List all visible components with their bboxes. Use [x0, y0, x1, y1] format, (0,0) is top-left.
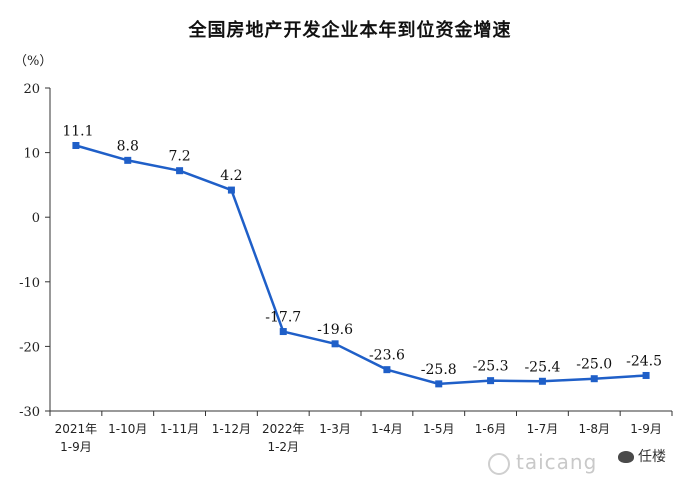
y-tick-label: 20	[23, 82, 40, 97]
x-tick-label: 1-3月	[319, 422, 351, 436]
y-tick-label: 0	[32, 211, 40, 226]
data-label: -23.6	[369, 348, 405, 364]
data-point	[72, 141, 80, 149]
data-label: -25.3	[473, 359, 509, 375]
x-tick-label: 1-4月	[371, 422, 403, 436]
data-point	[642, 371, 650, 379]
data-point	[383, 366, 391, 374]
data-point	[331, 340, 339, 348]
x-tick-label: 1-5月	[423, 422, 455, 436]
data-point	[435, 380, 443, 388]
data-point	[176, 167, 184, 175]
x-tick-label: 1-6月	[475, 422, 507, 436]
x-tick-label: 1-9月	[60, 440, 92, 454]
data-label: 4.2	[220, 168, 242, 184]
data-label: 7.2	[168, 149, 190, 165]
data-label: -19.6	[317, 322, 353, 338]
data-label: -17.7	[265, 310, 301, 326]
data-label: -25.8	[421, 362, 457, 378]
data-label: 8.8	[117, 138, 139, 154]
data-point	[538, 377, 546, 385]
data-point	[124, 156, 132, 164]
chart-title: 全国房地产开发企业本年到位资金增速	[188, 20, 512, 41]
watermark-logo-icon	[488, 452, 510, 475]
y-tick-label: -30	[19, 405, 40, 420]
x-tick-label: 1-7月	[527, 422, 559, 436]
data-label: -25.4	[524, 359, 560, 375]
wechat-icon	[618, 451, 634, 463]
y-tick-label: -10	[19, 276, 40, 291]
source-badge: 任楼	[618, 446, 666, 466]
x-tick-label: 1-10月	[108, 422, 147, 436]
series-line	[72, 141, 650, 388]
data-label: -25.0	[576, 357, 612, 373]
x-tick-label: 2022年	[262, 422, 305, 436]
y-tick-label: 10	[23, 147, 40, 162]
x-tick-label: 1-8月	[578, 422, 610, 436]
x-tick-label: 1-11月	[160, 422, 199, 436]
data-labels: 11.1 8.8 7.2 4.2 -17.7 -19.6 -23.6 -25.8 -25.3 -2…	[62, 123, 662, 377]
data-label: 11.1	[62, 123, 93, 139]
y-tick-label: -20	[19, 340, 40, 355]
data-label: -24.5	[626, 353, 662, 369]
y-axis-unit-label: （%）	[14, 54, 53, 69]
source-badge-text: 任楼	[638, 449, 666, 465]
series-polyline	[75, 144, 647, 386]
data-point	[227, 186, 235, 194]
axes: -30 -20 -10 0 10 20 2021年 1-9月 1-10月 1-11月 1-12月 20…	[19, 82, 673, 454]
x-tick-label: 1-12月	[212, 422, 251, 436]
x-tick-label: 1-2月	[267, 440, 299, 454]
watermark: taicang	[488, 450, 597, 475]
data-point	[279, 328, 287, 336]
x-tick-label: 1-9月	[630, 422, 662, 436]
data-point	[487, 377, 495, 385]
x-tick-label: 2021年	[55, 422, 98, 436]
watermark-text: taicang	[516, 450, 598, 474]
data-point	[590, 375, 598, 383]
